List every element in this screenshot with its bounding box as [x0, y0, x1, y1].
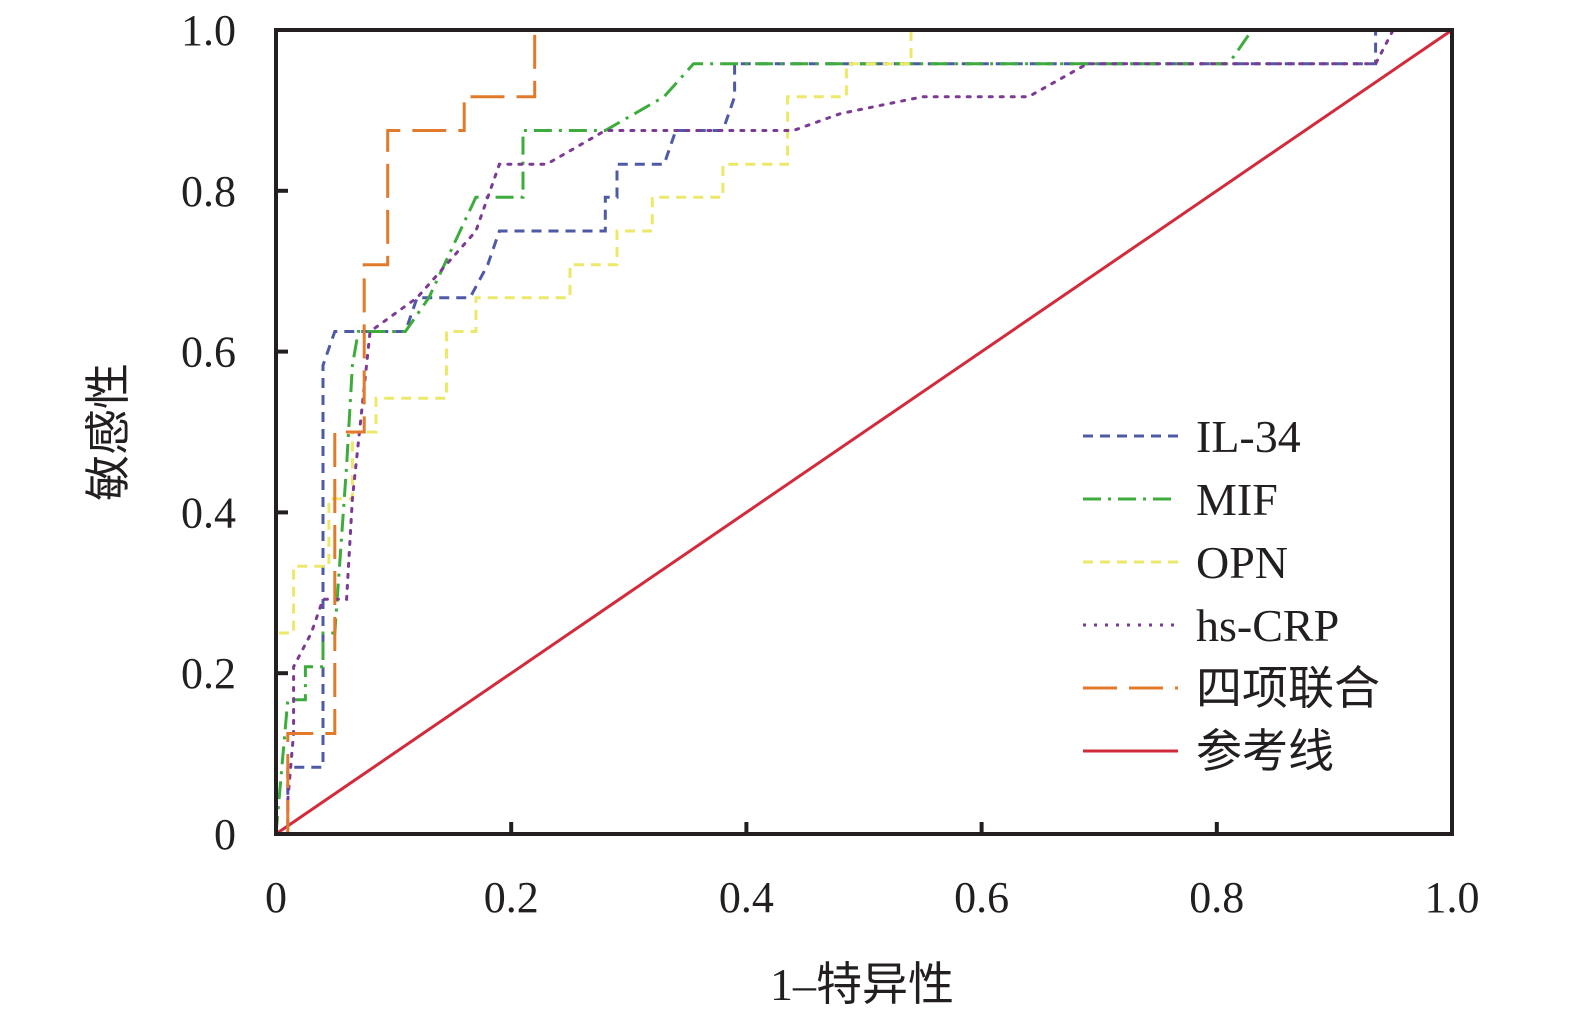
x-axis-title: 1–特异性 — [770, 959, 954, 1010]
y-tick-label: 0.6 — [181, 328, 236, 377]
series-layer — [276, 30, 1452, 834]
series-line-series-5 — [276, 30, 1452, 834]
plot-frame — [274, 28, 1454, 836]
legend-label-series-5: 参考线 — [1196, 726, 1334, 777]
x-tick-label: 0.6 — [954, 873, 1009, 922]
series-line-il-34 — [276, 30, 1452, 834]
series-line-series-4 — [286, 30, 1452, 834]
y-tick-label: 1.0 — [181, 6, 236, 55]
legend-label-il-34: IL-34 — [1196, 411, 1301, 462]
y-tick-label: 0.2 — [181, 649, 236, 698]
legend-label-mif: MIF — [1196, 474, 1278, 525]
x-tick-label: 0.2 — [484, 873, 539, 922]
legend-label-series-4: 四项联合 — [1196, 663, 1380, 714]
y-tick-label: 0.4 — [181, 488, 236, 537]
x-tick-label: 1.0 — [1425, 873, 1480, 922]
series-line-mif — [276, 30, 1452, 834]
y-tick-label: 0.8 — [181, 167, 236, 216]
series-line-hs-crp — [286, 30, 1452, 802]
x-tick-label: 0.8 — [1189, 873, 1244, 922]
legend-label-hs-crp: hs-CRP — [1196, 600, 1339, 651]
series-line-opn — [276, 30, 1452, 834]
ticks-layer: 00 0.2 0.2 0.4 0.4 0.6 0.6 0.8 0.8 1.0 1.0 — [181, 6, 1480, 922]
x-tick-label: 0 — [265, 873, 287, 922]
legend-label-opn: OPN — [1196, 537, 1288, 588]
x-tick-label: 0.4 — [719, 873, 774, 922]
y-axis-title: 敏感性 — [83, 363, 134, 501]
y-tick-label: 0 — [214, 810, 236, 859]
